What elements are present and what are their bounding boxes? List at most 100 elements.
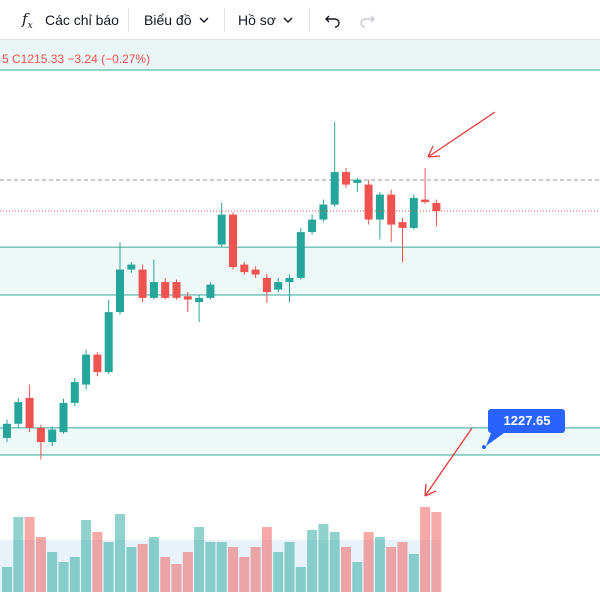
volume-bar: [160, 557, 171, 592]
candle-body: [138, 269, 147, 298]
candle-body: [36, 427, 45, 443]
volume-bar: [329, 532, 340, 592]
chevron: [199, 17, 209, 23]
candle-body: [364, 184, 373, 220]
chart-button[interactable]: Biểu đồ: [144, 12, 192, 28]
volume-bar: [352, 562, 363, 592]
candle-body: [375, 194, 384, 220]
volume-bar: [386, 547, 397, 592]
candle-body: [296, 232, 305, 278]
indicators-button[interactable]: Các chỉ báo: [45, 12, 119, 28]
candle-body: [240, 264, 249, 273]
separator: [309, 8, 310, 32]
arrow: [427, 111, 496, 158]
top-band: [0, 40, 600, 70]
redo[interactable]: [358, 12, 376, 28]
volume-bar: [69, 557, 80, 592]
volume-bar: [35, 537, 46, 592]
candle-body: [3, 423, 11, 438]
candle-body: [421, 199, 430, 203]
legend-values: C1215.33 −3.24 (−0.27%): [12, 52, 150, 66]
candle-body: [48, 429, 57, 443]
candle-body: [195, 297, 204, 303]
candle-body: [104, 312, 113, 373]
volume-bar: [194, 527, 205, 592]
profile-button[interactable]: Hồ sơ: [238, 12, 276, 28]
candle-body: [127, 264, 136, 270]
candle-body: [161, 282, 170, 298]
candle-body: [172, 282, 181, 298]
volume-bar: [58, 562, 69, 592]
volume-bar: [250, 547, 261, 592]
candle-body: [59, 402, 68, 433]
volume-bar: [115, 514, 125, 592]
legend-cut: 5: [2, 52, 9, 66]
volume-bar: [126, 547, 137, 592]
volume-bar: [103, 542, 114, 592]
arrow-head: [427, 145, 441, 158]
volume-bar: [397, 542, 408, 592]
candle-body: [251, 269, 260, 275]
chevron: [283, 17, 293, 23]
callout-point: [482, 445, 486, 449]
candle-body: [82, 354, 91, 385]
volume-bar: [171, 564, 182, 592]
callout: [486, 409, 565, 446]
candle-body: [308, 219, 317, 233]
candle-body: [217, 214, 226, 245]
volume-bar: [284, 542, 295, 592]
volume-bar: [341, 547, 351, 592]
candle-body: [330, 172, 339, 205]
candle-body: [183, 296, 192, 300]
candle-body: [229, 214, 237, 268]
arrow-head: [424, 483, 437, 497]
volume-bar: [182, 552, 193, 592]
candle-body: [262, 277, 271, 293]
volume-bar: [24, 517, 35, 592]
volume-bar: [228, 547, 238, 592]
candle-body: [387, 194, 396, 225]
callout-label: 1227.65: [504, 413, 551, 428]
volume-bar: [295, 567, 306, 592]
candle-body: [432, 202, 441, 211]
candle-body: [319, 204, 328, 220]
candle-body: [25, 397, 34, 428]
volume-bar: [318, 524, 329, 592]
candle-body: [206, 284, 215, 298]
volume-bar: [239, 557, 250, 592]
separator: [128, 8, 129, 32]
volume-bar: [363, 532, 374, 592]
candle-body: [93, 354, 102, 373]
volume-bar: [148, 537, 159, 592]
candle-body: [70, 382, 79, 403]
fx-icon[interactable]: fx: [22, 10, 33, 31]
candle-body: [149, 282, 158, 298]
volume-bar: [374, 537, 385, 592]
volume-bar: [261, 527, 272, 592]
volume-bar: [408, 554, 419, 592]
volume-bar: [307, 530, 318, 592]
undo[interactable]: [324, 12, 342, 28]
volume-bar: [81, 520, 92, 592]
candle-body: [353, 179, 362, 183]
arrow: [424, 427, 473, 497]
toolbar: fx Các chỉ báo Biểu đồ Hồ sơ: [0, 0, 600, 40]
volume-bar: [92, 532, 103, 592]
candle-body: [285, 277, 294, 283]
volume-bar: [273, 552, 284, 592]
candle-body: [342, 172, 350, 185]
volume-bar: [2, 567, 12, 592]
volume-bar: [137, 544, 148, 592]
candle-body: [14, 402, 23, 424]
volume-bar: [216, 542, 227, 592]
candle-body: [116, 269, 124, 313]
volume-bar: [431, 512, 442, 592]
candle-body: [409, 197, 418, 228]
volume-bar: [420, 507, 431, 592]
candle-body: [274, 282, 283, 290]
candle-body: [398, 222, 407, 228]
separator: [224, 8, 225, 32]
volume-bar: [13, 517, 24, 592]
